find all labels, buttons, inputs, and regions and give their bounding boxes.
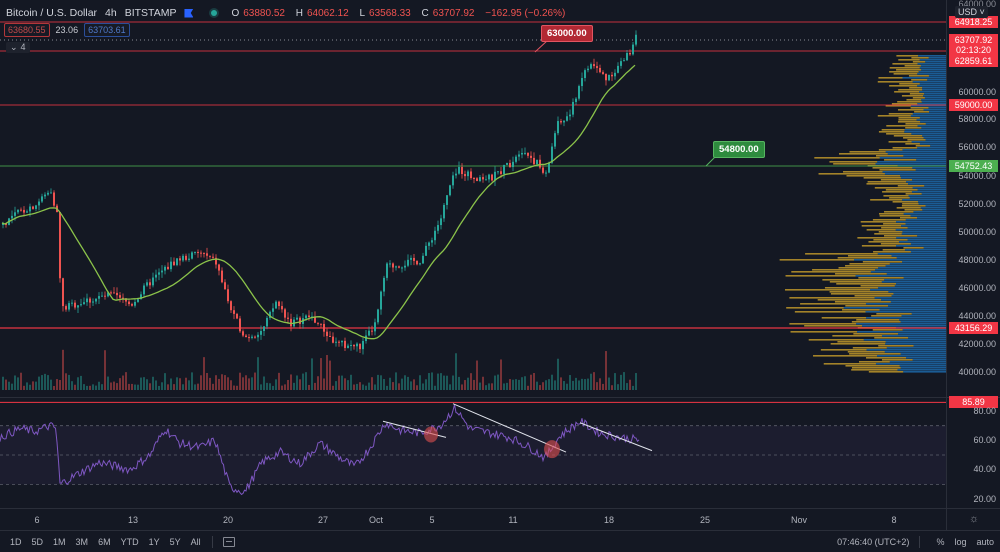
range-1d[interactable]: 1D	[10, 536, 22, 547]
exchange-label: BITSTAMP	[124, 7, 177, 19]
last-price-value: 63707.92	[954, 35, 993, 45]
range-all[interactable]: All	[190, 536, 201, 547]
toolbar-divider	[919, 535, 921, 548]
rsi-tick: 40.00	[973, 464, 996, 474]
rsi-tick: 80.00	[973, 406, 996, 416]
toolbar-border	[0, 530, 1000, 531]
price-scale-border	[946, 0, 947, 530]
time-label: Nov	[790, 515, 808, 525]
ohlc-values: O 63880.52 H 64062.12 L 63568.33 C 63707.92 …	[231, 8, 569, 19]
clock-timezone[interactable]: 07:46:40 (UTC+2)	[837, 536, 910, 547]
price-tick: 60000.00	[958, 87, 996, 97]
range-1y[interactable]: 1Y	[148, 536, 160, 547]
price-tick: 46000.00	[958, 283, 996, 293]
time-label: 11	[508, 515, 518, 525]
price-tick: 52000.00	[958, 199, 996, 209]
currency-button[interactable]: USD ˅	[955, 6, 988, 18]
bar-countdown: 02:13:20	[955, 45, 992, 55]
time-axis-border	[0, 508, 1000, 509]
price-tick: 56000.00	[958, 142, 996, 152]
change-value: −162.95 (−0.26%)	[485, 7, 566, 19]
price-pane[interactable]	[0, 0, 946, 397]
time-axis[interactable]: 6 13 20 27 Oct 5 11 18 25 Nov 8	[0, 508, 946, 530]
interval-label[interactable]: 4h	[105, 7, 117, 19]
time-label: 13	[127, 515, 139, 525]
price-scale[interactable]: 64000.00 USD ˅ 64918.25 63707.92 02:13:2…	[947, 0, 1000, 508]
price-tag-64918: 64918.25	[949, 16, 998, 28]
price-tick: 40000.00	[958, 367, 996, 377]
price-tag-54752: 54752.43	[949, 160, 998, 172]
rsi-chart[interactable]	[0, 398, 946, 508]
settings-gear-icon[interactable]: ☼	[968, 513, 980, 525]
chevron-down-icon: ⌄	[10, 42, 18, 52]
rsi-tick: 20.00	[973, 494, 996, 504]
buy-sell-panel: 63680.55 23.06 63703.61	[4, 23, 130, 37]
low-label: L	[359, 7, 366, 19]
high-value: 64062.12	[306, 7, 349, 19]
rsi-pane[interactable]	[0, 398, 946, 508]
price-callout-54800[interactable]: 54800.00	[713, 141, 765, 158]
candlestick-chart[interactable]	[0, 0, 946, 397]
auto-toggle[interactable]: auto	[976, 536, 994, 547]
time-label: 25	[699, 515, 711, 525]
spread-value: 23.06	[55, 25, 79, 35]
indicators-toggle[interactable]: ⌄ 4	[6, 42, 30, 53]
rsi-tick: 60.00	[973, 435, 996, 445]
percent-toggle[interactable]: %	[936, 536, 945, 547]
bottom-toolbar: 1D 5D 1M 3M 6M YTD 1Y 5Y All 07:46:40 (U…	[0, 531, 1000, 552]
price-callout-63000[interactable]: 63000.00	[541, 25, 593, 42]
open-value: 63880.52	[243, 7, 285, 19]
time-label: 8	[891, 515, 897, 525]
buy-button[interactable]: 63703.61	[84, 23, 130, 37]
price-tick-top: 64000.00	[958, 0, 996, 9]
close-value: 63707.92	[432, 7, 475, 19]
go-to-date-icon[interactable]	[222, 536, 235, 547]
toolbar-right: 07:46:40 (UTC+2) % log auto	[827, 531, 994, 552]
price-tag-59000: 59000.00	[949, 99, 998, 111]
price-tag-62859: 62859.61	[949, 55, 998, 67]
range-3m[interactable]: 3M	[75, 536, 89, 547]
flag-icon[interactable]	[184, 8, 194, 18]
pane-separator[interactable]	[0, 397, 1000, 398]
close-label: C	[421, 7, 429, 19]
price-tick: 48000.00	[958, 255, 996, 265]
range-5y[interactable]: 5Y	[169, 536, 181, 547]
time-label: 18	[603, 515, 615, 525]
high-label: H	[295, 7, 303, 19]
range-5d[interactable]: 5D	[31, 536, 44, 547]
range-ytd[interactable]: YTD	[120, 536, 139, 547]
low-value: 63568.33	[369, 7, 411, 19]
price-tag-43156: 43156.29	[949, 322, 998, 334]
time-label: 5	[429, 515, 435, 525]
range-1m[interactable]: 1M	[53, 536, 66, 547]
price-tick: 54000.00	[958, 171, 996, 181]
sell-button[interactable]: 63680.55	[4, 23, 50, 37]
price-tick: 50000.00	[958, 227, 996, 237]
price-tick: 44000.00	[958, 311, 996, 321]
log-toggle[interactable]: log	[954, 536, 967, 547]
range-6m[interactable]: 6M	[98, 536, 111, 547]
symbol-title[interactable]: Bitcoin / U.S. Dollar	[6, 7, 98, 19]
time-label: 20	[222, 515, 234, 525]
indicators-count: 4	[20, 42, 26, 52]
time-label: Oct	[368, 515, 384, 525]
market-status-icon	[211, 10, 218, 16]
time-label: 6	[34, 515, 40, 525]
price-tick: 58000.00	[958, 114, 996, 124]
price-tick: 42000.00	[958, 339, 996, 349]
chart-legend: Bitcoin / U.S. Dollar 4h BITSTAMP O 63880…	[6, 5, 569, 21]
rsi-value-tag: 85.89	[949, 396, 998, 408]
open-label: O	[231, 7, 240, 19]
last-price-tag: 63707.92 02:13:20	[949, 34, 998, 55]
toolbar-divider	[211, 535, 213, 548]
time-label: 27	[317, 515, 329, 525]
